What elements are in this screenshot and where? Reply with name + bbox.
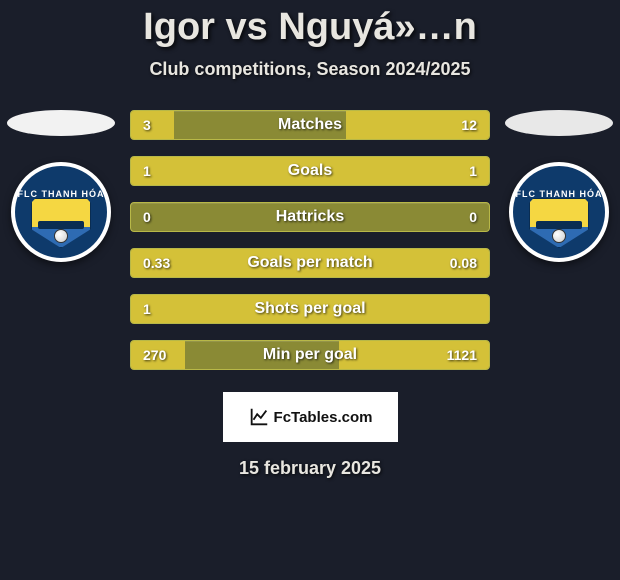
stat-value-left: 1 — [143, 301, 151, 317]
brand-link[interactable]: FcTables.com — [223, 392, 398, 442]
stat-value-right: 0 — [469, 209, 477, 225]
stat-row-shots-per-goal: 1 Shots per goal — [130, 294, 490, 324]
stat-row-min-per-goal: 270 Min per goal 1121 — [130, 340, 490, 370]
right-side: FLC THANH HÓA — [504, 110, 614, 262]
stat-row-goals-per-match: 0.33 Goals per match 0.08 — [130, 248, 490, 278]
stat-value-right: 12 — [461, 117, 477, 133]
page-title: Igor vs Nguyá»…n — [0, 6, 620, 49]
stat-value-left: 1 — [143, 163, 151, 179]
stat-value-right: 1121 — [447, 347, 477, 363]
stat-value-left: 0 — [143, 209, 151, 225]
stat-value-right: 1 — [469, 163, 477, 179]
left-side: FLC THANH HÓA — [6, 110, 116, 262]
footer-date: 15 february 2025 — [0, 458, 620, 479]
page-subtitle: Club competitions, Season 2024/2025 — [0, 59, 620, 80]
main-row: FLC THANH HÓA 3 Matches 12 1 — [0, 110, 620, 386]
stat-label: Goals — [288, 162, 332, 180]
stat-label: Matches — [278, 116, 342, 134]
stat-fill-left — [131, 111, 174, 139]
stat-row-matches: 3 Matches 12 — [130, 110, 490, 140]
comparison-card: Igor vs Nguyá»…n Club competitions, Seas… — [0, 0, 620, 479]
stat-row-hattricks: 0 Hattricks 0 — [130, 202, 490, 232]
stat-label: Goals per match — [247, 254, 372, 272]
club-badge-right: FLC THANH HÓA — [509, 162, 609, 262]
stat-value-right: 0.08 — [450, 255, 477, 271]
stat-label: Shots per goal — [254, 300, 365, 318]
shield-icon — [529, 198, 589, 248]
stat-value-left: 270 — [143, 347, 166, 363]
brand-text: FcTables.com — [274, 409, 373, 426]
stat-label: Min per goal — [263, 346, 357, 364]
stat-row-goals: 1 Goals 1 — [130, 156, 490, 186]
stat-value-left: 0.33 — [143, 255, 170, 271]
stat-label: Hattricks — [276, 208, 344, 226]
shield-icon — [31, 198, 91, 248]
stats-column: 3 Matches 12 1 Goals 1 0 Hattricks 0 0.3… — [130, 110, 490, 386]
player-ellipse-right — [505, 110, 613, 136]
player-ellipse-left — [7, 110, 115, 136]
chart-icon — [248, 406, 270, 428]
club-badge-left: FLC THANH HÓA — [11, 162, 111, 262]
stat-value-left: 3 — [143, 117, 151, 133]
